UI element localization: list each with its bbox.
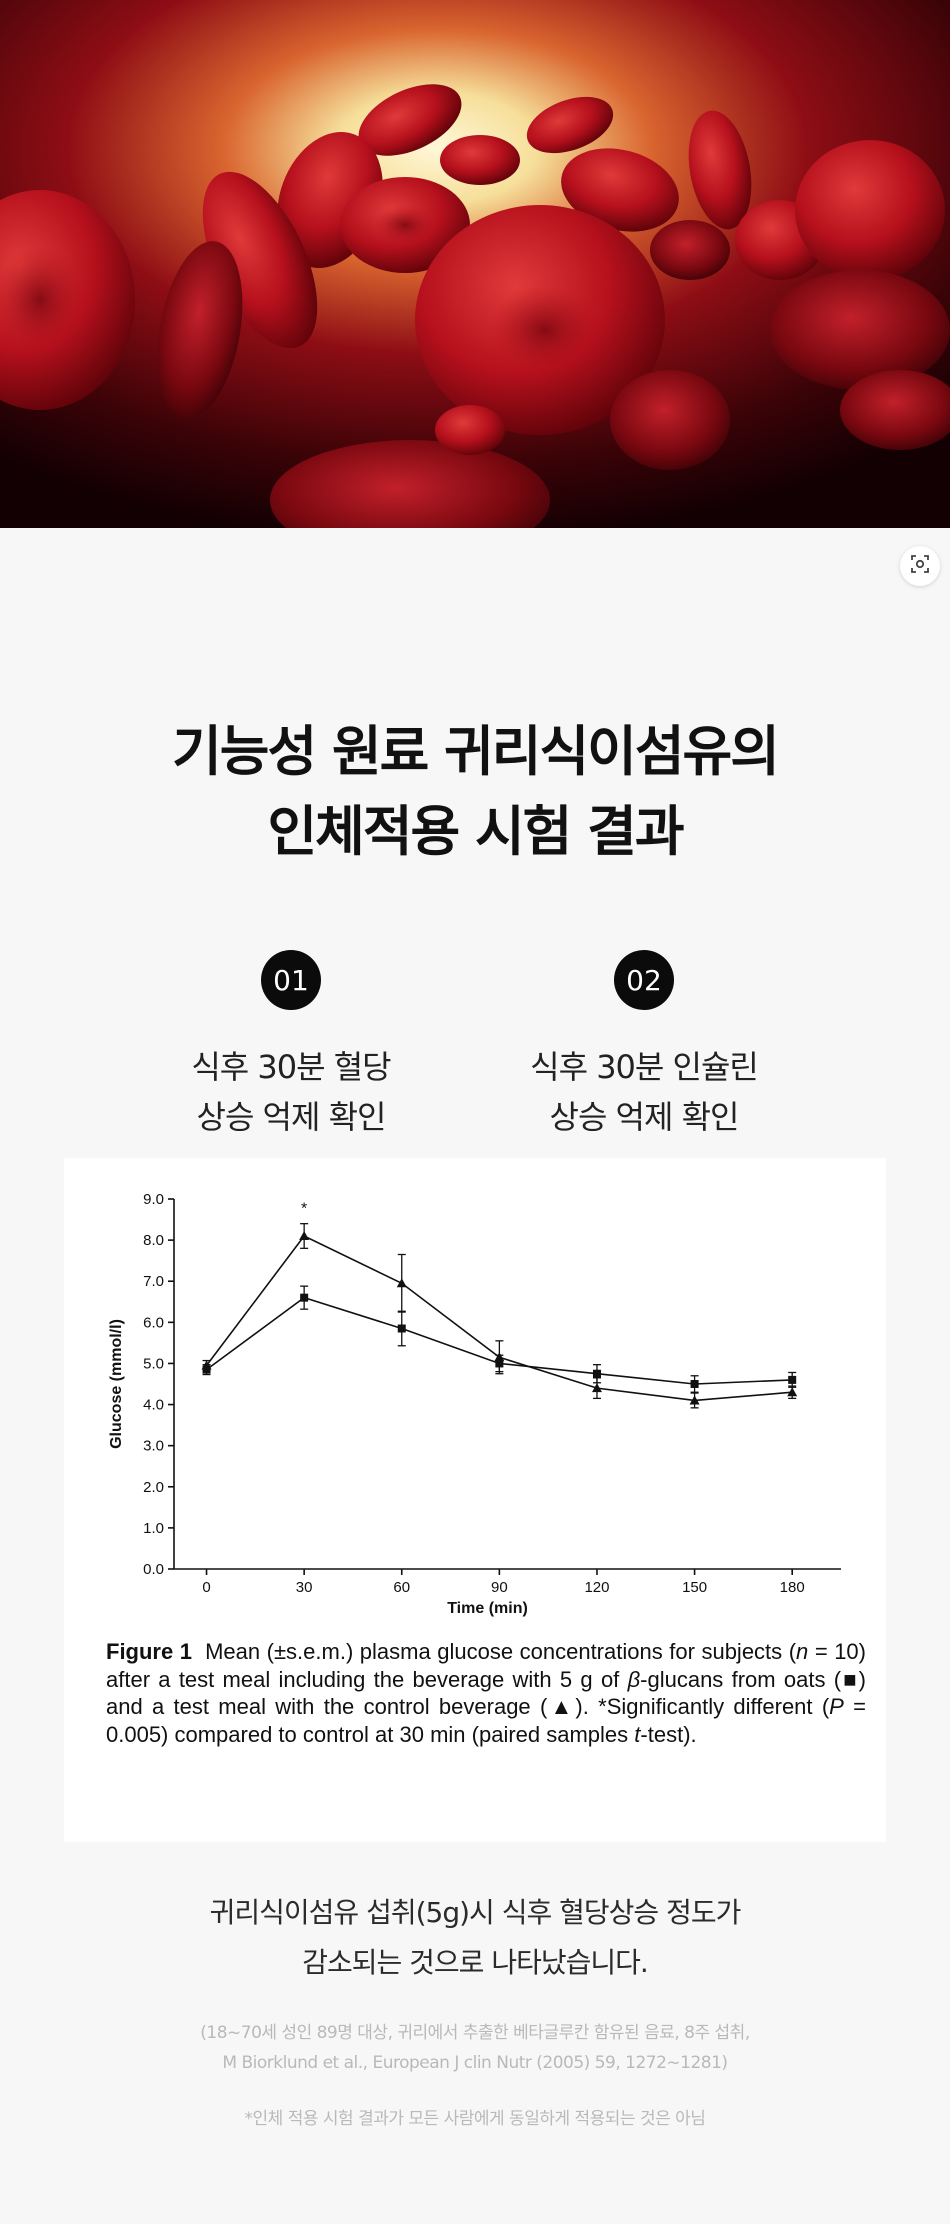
y-axis-label: Glucose (mmol/l) [108, 1319, 125, 1449]
figure-caption-label: Figure 1 [106, 1639, 192, 1664]
y-tick-label: 1.0 [143, 1520, 164, 1537]
page-title: 기능성 원료 귀리식이섬유의 인체적용 시험 결과 [0, 712, 950, 872]
x-tick-label: 0 [202, 1579, 210, 1596]
claim-number-badge-1: 01 [261, 950, 321, 1010]
y-tick-label: 0.0 [143, 1561, 164, 1578]
data-point-triangle [787, 1387, 798, 1397]
visual-search-button[interactable] [900, 546, 940, 586]
blood-cell [358, 84, 462, 156]
data-point-triangle [689, 1395, 700, 1405]
x-tick-label: 60 [393, 1579, 410, 1596]
series-line-triangle [205, 1234, 793, 1402]
figure-caption-text-1: Mean (±s.e.m.) plasma glucose concentrat… [205, 1639, 797, 1664]
figure-caption-beta: β [627, 1666, 641, 1692]
x-tick-label: 180 [780, 1579, 805, 1596]
x-tick-label: 90 [491, 1579, 508, 1596]
figure-caption-p: P [829, 1694, 844, 1719]
figure-caption-t: t [634, 1721, 641, 1747]
claim-1-line-1: 식후 30분 혈당 [191, 1048, 391, 1086]
data-point-square [397, 1324, 406, 1333]
data-point-square [300, 1293, 309, 1302]
study-figure-card: 0.0 1.0 2.0 3.0 4.0 5.0 6.0 7.0 8.0 9.0 0 30 60 90 120… [64, 1158, 886, 1842]
figure-caption-n: n [796, 1639, 809, 1664]
y-tick-label: 6.0 [143, 1314, 164, 1331]
claim-2-line-2: 상승 억제 확인 [549, 1098, 740, 1136]
x-axis-label: Time (min) [447, 1600, 528, 1617]
x-tick-label: 150 [682, 1579, 707, 1596]
data-point-square [592, 1369, 601, 1378]
result-summary: 귀리식이섬유 섭취(5g)시 식후 혈당상승 정도가 감소되는 것으로 나타났습… [0, 1888, 950, 1988]
claim-1-line-2: 상승 억제 확인 [196, 1098, 387, 1136]
claim-number-badge-2: 02 [614, 950, 674, 1010]
study-reference: (18~70세 성인 89명 대상, 귀리에서 추출한 베타글루칸 함유된 음료… [0, 2018, 950, 2078]
page-title-line-2: 인체적용 시험 결과 [267, 800, 684, 863]
y-tick-label: 7.0 [143, 1273, 164, 1290]
study-reference-line-2: M Biorklund et al., European J clin Nutr… [222, 2053, 728, 2073]
data-point-triangle [494, 1352, 505, 1362]
figure-caption-text-2: = 10) after a test meal including the be… [106, 1639, 866, 1692]
figure-caption-text-5: -test). [640, 1721, 697, 1747]
hero-image-blood-cells [0, 0, 950, 528]
disclaimer-note: *인체 적용 시험 결과가 모든 사람에게 동일하게 적용되는 것은 아님 [244, 2109, 706, 2129]
figure-caption-text-4: = 0.005) compared to control at 30 min (… [106, 1694, 866, 1747]
y-tick-label: 3.0 [143, 1438, 164, 1455]
x-tick-label: 120 [584, 1579, 609, 1596]
y-tick-label: 4.0 [143, 1397, 164, 1414]
figure-caption-text-3: -glucans from oats (■) and a test meal w… [106, 1666, 867, 1720]
data-point-triangle [299, 1231, 310, 1240]
data-point-triangle [396, 1278, 407, 1288]
claim-2-line-1: 식후 30분 인슐린 [530, 1048, 759, 1086]
significance-marker: * [301, 1201, 307, 1218]
data-point-square [788, 1375, 797, 1384]
claim-text-2: 식후 30분 인슐린 상승 억제 확인 [464, 1042, 824, 1142]
y-tick-label: 5.0 [143, 1355, 164, 1372]
y-tick-label: 9.0 [143, 1191, 164, 1208]
result-summary-line-2: 감소되는 것으로 나타났습니다. [302, 1946, 649, 1979]
visual-search-icon [910, 554, 930, 578]
glucose-line-chart: 0.0 1.0 2.0 3.0 4.0 5.0 6.0 7.0 8.0 9.0 0 30 60 90 120… [108, 1191, 841, 1617]
claim-text-1: 식후 30분 혈당 상승 억제 확인 [111, 1042, 471, 1142]
data-point-square [690, 1380, 699, 1388]
study-reference-line-1: (18~70세 성인 89명 대상, 귀리에서 추출한 베타글루칸 함유된 음료… [200, 2023, 750, 2043]
data-point-triangle [201, 1360, 212, 1370]
x-tick-label: 30 [296, 1579, 313, 1596]
y-tick-label: 8.0 [143, 1232, 164, 1249]
data-point-triangle [591, 1383, 602, 1393]
page-title-line-1: 기능성 원료 귀리식이섬유의 [172, 720, 780, 783]
y-tick-label: 2.0 [143, 1479, 164, 1496]
figure-caption: Figure 1 Mean (±s.e.m.) plasma glucose c… [106, 1638, 866, 1748]
result-summary-line-1: 귀리식이섬유 섭취(5g)시 식후 혈당상승 정도가 [209, 1896, 742, 1929]
